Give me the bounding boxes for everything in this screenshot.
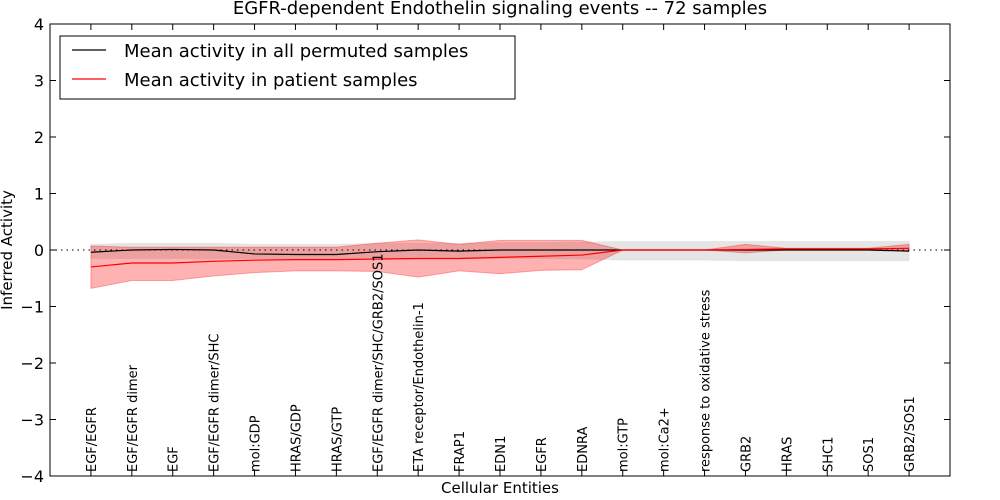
legend: Mean activity in all permuted samples Me… — [59, 35, 516, 100]
x-tick-label: EGF/EGFR dimer/SHC — [208, 334, 223, 472]
x-tick-label: EGF/EGFR dimer/SHC/GRB2/SOS1 — [371, 254, 386, 473]
x-tick-label: mol:Ca2+ — [658, 407, 673, 472]
y-tick-label: 1 — [34, 185, 44, 204]
x-tick-label: FRAP1 — [453, 431, 468, 472]
series-line-permuted — [90, 248, 910, 256]
y-tick-label: 4 — [34, 15, 44, 34]
x-tick-label: mol:GDP — [249, 415, 264, 472]
x-axis-label: Cellular Entities — [441, 479, 559, 497]
x-tick-label: HRAS/GDP — [289, 404, 304, 472]
x-tick-label: GRB2 — [739, 436, 754, 472]
y-tick-label: −1 — [20, 298, 44, 317]
plot-area-frame — [49, 23, 951, 477]
x-tick-label: SOS1 — [862, 437, 877, 472]
legend-box — [59, 35, 516, 100]
x-tick-label: GRB2/SOS1 — [903, 396, 918, 472]
x-tick-label: EGF/EGFR dimer — [126, 364, 141, 472]
x-tick-label: response to oxidative stress — [699, 289, 714, 472]
y-tick-label: 2 — [34, 128, 44, 147]
x-tick-label: mol:GTP — [617, 418, 632, 472]
x-tick-label: HRAS/GTP — [330, 407, 345, 472]
chart-title: EGFR-dependent Endothelin signaling even… — [233, 0, 767, 19]
x-tick-label: EDN1 — [494, 436, 509, 472]
x-tick-label: EGF/EGFR — [85, 407, 100, 472]
series-line-patient — [90, 247, 910, 268]
y-tick-label: −2 — [20, 354, 44, 373]
y-axis-label: Inferred Activity — [0, 190, 16, 310]
x-tick-label: EGFR — [535, 437, 550, 472]
y-tick-label: −4 — [20, 467, 44, 486]
x-tick-label: ETA receptor/Endothelin-1 — [412, 302, 427, 472]
legend-label-patient: Mean activity in patient samples — [124, 70, 418, 91]
y-tick-label: 3 — [34, 72, 44, 91]
x-tick-label: EGF — [167, 446, 182, 472]
confidence-band-permuted — [90, 241, 910, 262]
y-tick-label: −3 — [20, 411, 44, 430]
x-tick-label: EDNRA — [576, 427, 591, 472]
x-tick-label: SHC1 — [821, 437, 836, 472]
x-tick-label: HRAS — [780, 437, 795, 472]
legend-label-permuted: Mean activity in all permuted samples — [124, 41, 468, 62]
y-tick-label: 0 — [34, 241, 44, 260]
